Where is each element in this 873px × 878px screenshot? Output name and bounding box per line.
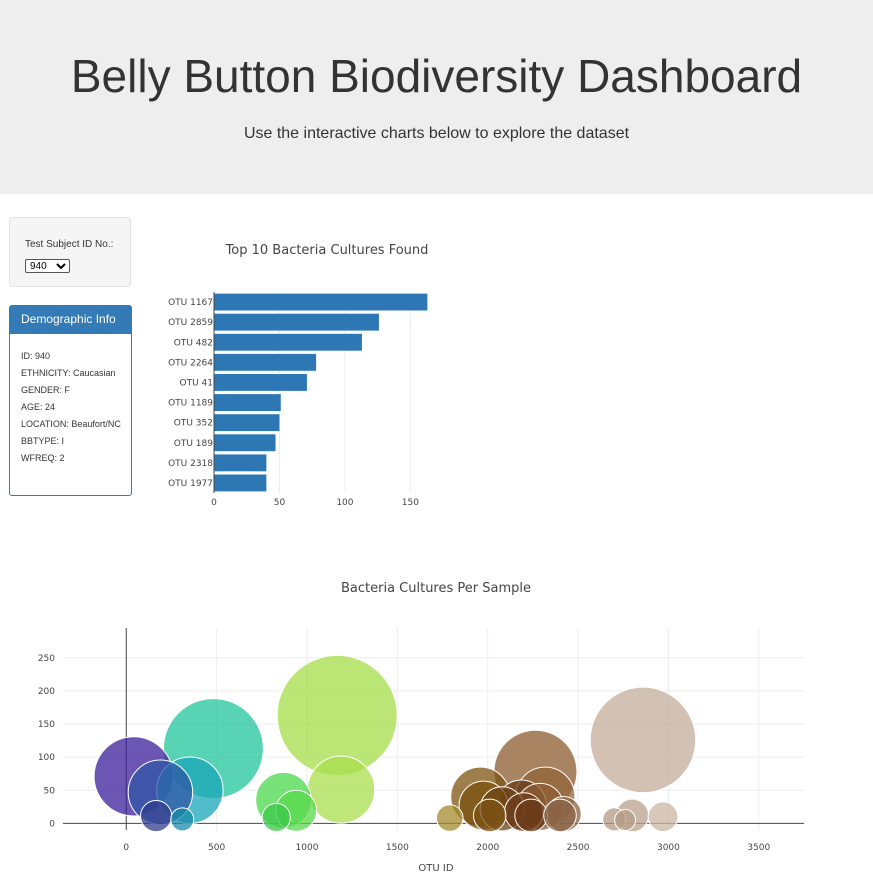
bubble-y-tick-label: 250 xyxy=(38,654,55,664)
demo-bbtype: BBTYPE: I xyxy=(21,436,65,446)
bubble-y-tick-label: 100 xyxy=(38,753,55,763)
subject-selector-well: Test Subject ID No.: 940 xyxy=(9,217,131,287)
bar-x-tick-label: 50 xyxy=(274,498,286,508)
bubble-point xyxy=(472,798,507,833)
bubble-point xyxy=(647,801,679,833)
bubble-x-tick-label: 2000 xyxy=(476,843,499,853)
bubble-point xyxy=(435,804,464,832)
bubble-point xyxy=(614,809,637,832)
demo-ethnicity: ETHNICITY: Caucasian xyxy=(21,368,116,378)
demographic-info-list: ID: 940 ETHNICITY: Caucasian GENDER: F A… xyxy=(21,351,127,470)
bar-otu-1189 xyxy=(214,394,281,411)
bubble-x-axis-label: OTU ID xyxy=(418,863,453,874)
bubble-x-tick-label: 2500 xyxy=(567,843,590,853)
page-subtitle: Use the interactive charts below to expl… xyxy=(243,125,630,142)
bar-otu-482 xyxy=(214,333,362,351)
demo-wfreq: WFREQ: 2 xyxy=(21,453,65,463)
bar-otu-352 xyxy=(214,414,280,432)
bar-y-tick-label: OTU 1977 xyxy=(168,479,213,489)
bar-x-tick-label: 100 xyxy=(336,498,353,508)
bubble-x-tick-label: 1000 xyxy=(296,843,319,853)
bubble-x-tick-label: 500 xyxy=(208,843,225,853)
bar-y-tick-label: OTU 1189 xyxy=(168,399,213,409)
bar-y-tick-label: OTU 2859 xyxy=(168,318,213,328)
bubble-point xyxy=(261,802,291,833)
bubble-x-tick-label: 1500 xyxy=(386,843,409,853)
bubble-y-tick-label: 50 xyxy=(44,786,56,796)
bubble-point xyxy=(514,798,548,833)
bar-otu-1167 xyxy=(214,293,428,311)
bar-x-tick-label: 150 xyxy=(402,498,419,508)
bar-y-tick-label: OTU 2318 xyxy=(168,459,213,469)
bar-y-tick-label: OTU 41 xyxy=(180,378,213,388)
bar-otu-1977 xyxy=(214,474,267,492)
demo-age: AGE: 24 xyxy=(21,402,56,412)
demo-id: ID: 940 xyxy=(21,351,51,361)
demo-gender: GENDER: F xyxy=(21,385,71,395)
bubble-x-tick-label: 0 xyxy=(123,843,129,853)
bar-otu-2859 xyxy=(214,313,379,331)
bubble-chart-title: Bacteria Cultures Per Sample xyxy=(341,581,531,596)
bar-chart-title: Top 10 Bacteria Cultures Found xyxy=(225,243,429,258)
bar-x-tick-label: 0 xyxy=(211,498,217,508)
subject-id-select[interactable]: 940 xyxy=(25,259,70,273)
bar-otu-189 xyxy=(214,434,276,452)
bar-y-tick-label: OTU 1167 xyxy=(168,298,213,308)
bubble-x-tick-label: 3000 xyxy=(657,843,680,853)
bar-y-tick-label: OTU 189 xyxy=(174,439,213,449)
demo-location: LOCATION: Beaufort/NC xyxy=(21,419,121,429)
page-title: Belly Button Biodiversity Dashboard xyxy=(70,50,803,102)
bar-y-tick-label: OTU 352 xyxy=(174,419,213,429)
bubble-point xyxy=(139,800,173,833)
bubble-point xyxy=(589,686,697,794)
header-jumbotron: Belly Button Biodiversity Dashboard Use … xyxy=(0,0,873,194)
demographic-panel: Demographic Info ID: 940 ETHNICITY: Cauc… xyxy=(9,305,132,496)
bubble-y-tick-label: 150 xyxy=(38,720,55,730)
bubble-y-tick-label: 200 xyxy=(38,687,55,697)
bubble-x-tick-label: 3500 xyxy=(747,843,770,853)
bar-otu-2318 xyxy=(214,454,267,472)
bar-otu-41 xyxy=(214,374,307,391)
bubble-point xyxy=(307,755,376,824)
subject-id-label: Test Subject ID No.: xyxy=(25,239,114,250)
bubble-point xyxy=(170,807,195,832)
bar-y-tick-label: OTU 2264 xyxy=(168,358,213,368)
bubble-point xyxy=(543,798,577,833)
bubble-y-tick-label: 0 xyxy=(49,819,55,829)
top10-bar-chart[interactable]: Top 10 Bacteria Cultures Found 0 50 100 150 O… xyxy=(150,230,450,520)
bar-otu-2264 xyxy=(214,353,317,371)
demographic-panel-title: Demographic Info xyxy=(10,306,131,334)
bar-y-tick-label: OTU 482 xyxy=(174,338,213,348)
